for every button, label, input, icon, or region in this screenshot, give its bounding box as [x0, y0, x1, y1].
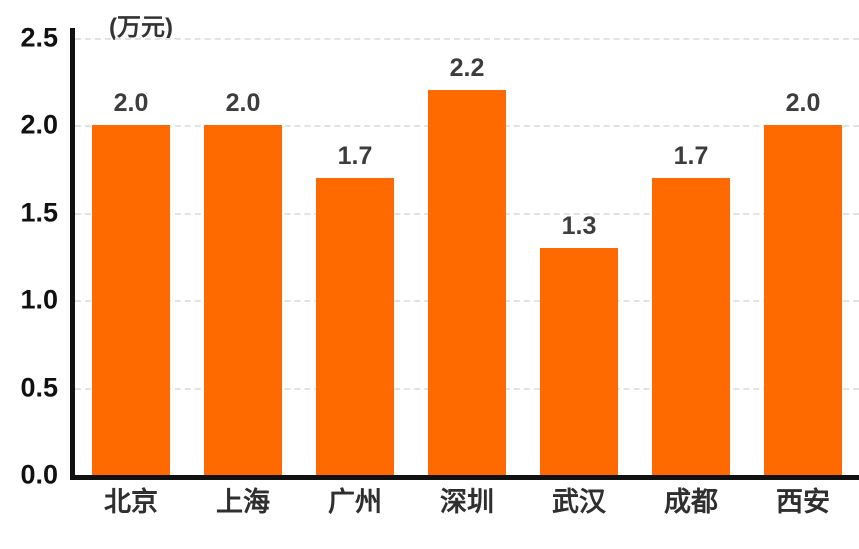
bar-value-label: 2.0: [225, 89, 261, 118]
y-axis-line: [70, 28, 75, 480]
bar: [91, 125, 171, 475]
bar-value-label: 1.3: [561, 211, 597, 240]
bars: 2.0 2.0 1.7 2.2 1.3 1.7 2.0: [75, 38, 859, 475]
y-tick-label: 2.0: [20, 109, 58, 140]
x-axis: 北京 上海 广州 深圳 武汉 成都 西安: [75, 486, 859, 518]
bar-group: 2.2: [411, 38, 523, 475]
y-tick-label: 1.5: [20, 197, 58, 228]
bar: [539, 247, 619, 475]
bar-group: 1.7: [299, 38, 411, 475]
bar: [315, 177, 395, 475]
bar: [427, 90, 507, 475]
bar-group: 2.0: [187, 38, 299, 475]
y-tick-label: 1.0: [20, 284, 58, 315]
bar: [651, 177, 731, 475]
y-tick-label: 0.0: [20, 459, 58, 490]
bar-group: 2.0: [75, 38, 187, 475]
bar-value-label: 1.7: [673, 141, 709, 170]
bar-value-label: 1.7: [337, 141, 373, 170]
unit-label: (万元): [109, 14, 173, 41]
gridline: [75, 38, 859, 40]
plot-area: (万元) 2.0 2.0 1.7 2.2 1.3 1.7 2.0: [75, 16, 859, 475]
x-axis-line: [70, 475, 859, 480]
x-tick-label: 深圳: [440, 487, 494, 517]
x-tick-label: 广州: [328, 487, 382, 517]
bar-group: 2.0: [747, 38, 859, 475]
x-tick-label: 武汉: [552, 487, 606, 517]
bar: [203, 125, 283, 475]
x-tick-label: 北京: [104, 487, 158, 517]
bar-value-label: 2.0: [113, 89, 149, 118]
y-axis: 0.0 0.5 1.0 1.5 2.0 2.5: [0, 24, 62, 488]
bar-value-label: 2.2: [449, 54, 485, 83]
bar-group: 1.7: [635, 38, 747, 475]
y-tick-label: 0.5: [20, 372, 58, 403]
bar-value-label: 2.0: [785, 89, 821, 118]
bar: [763, 125, 843, 475]
y-tick-label: 2.5: [20, 22, 58, 53]
bar-group: 1.3: [523, 38, 635, 475]
x-tick-label: 西安: [776, 487, 830, 517]
x-tick-label: 成都: [664, 487, 718, 517]
x-tick-label: 上海: [216, 487, 270, 517]
